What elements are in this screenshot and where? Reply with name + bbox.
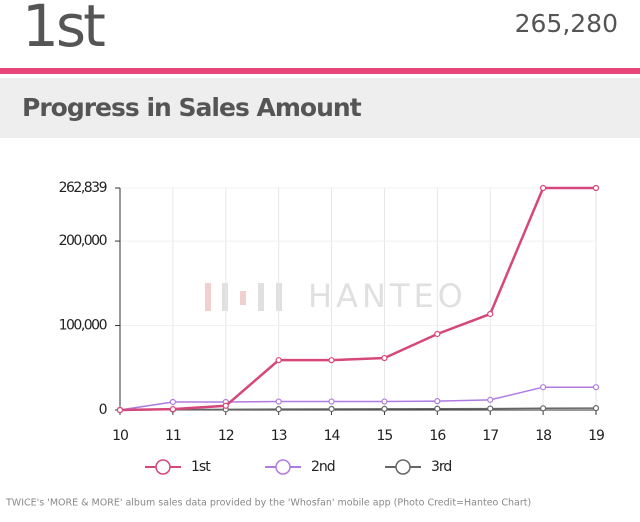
data-point bbox=[592, 184, 600, 192]
data-point bbox=[222, 402, 229, 409]
watermark: HANTEO bbox=[205, 277, 463, 315]
caption: TWICE's 'MORE & MORE' album sales data p… bbox=[5, 498, 531, 509]
data-point bbox=[381, 354, 388, 362]
data-point bbox=[540, 184, 547, 192]
x-tick-label: 12 bbox=[218, 428, 234, 444]
data-point bbox=[381, 405, 388, 413]
y-tick-label: 100,000 bbox=[59, 318, 107, 334]
data-point bbox=[116, 406, 124, 414]
x-tick-label: 17 bbox=[482, 428, 498, 444]
data-point bbox=[592, 405, 600, 412]
data-point bbox=[169, 398, 176, 406]
data-point bbox=[328, 398, 335, 405]
y-tick-label: 0 bbox=[99, 402, 107, 418]
x-tick-label: 15 bbox=[377, 428, 393, 444]
legend-marker bbox=[395, 459, 411, 475]
data-point bbox=[540, 405, 547, 412]
data-point bbox=[275, 398, 282, 405]
data-point bbox=[487, 310, 494, 318]
series-line bbox=[119, 407, 597, 411]
watermark-icon bbox=[240, 291, 246, 305]
header-bg bbox=[0, 0, 640, 68]
legend-label: 2nd bbox=[311, 459, 335, 475]
watermark-icon bbox=[222, 283, 228, 311]
rank: 1st bbox=[22, 0, 105, 60]
data-point bbox=[487, 396, 494, 403]
section-title: Progress in Sales Amount bbox=[22, 93, 362, 122]
x-tick-label: 10 bbox=[112, 428, 128, 444]
legend-label: 1st bbox=[191, 459, 211, 475]
x-tick-label: 13 bbox=[271, 428, 287, 444]
data-point bbox=[434, 398, 441, 405]
legend-marker bbox=[275, 459, 291, 475]
accent-bar bbox=[0, 68, 640, 74]
series-line bbox=[119, 186, 596, 412]
data-point bbox=[328, 357, 335, 364]
x-tick-label: 16 bbox=[429, 428, 446, 444]
watermark-icon bbox=[205, 283, 211, 311]
data-point bbox=[487, 405, 494, 412]
legend-marker bbox=[155, 459, 171, 475]
data-point bbox=[381, 398, 388, 405]
legend-label: 3rd bbox=[431, 459, 451, 475]
series-line bbox=[119, 386, 596, 411]
x-tick-label: 11 bbox=[165, 428, 181, 444]
data-point bbox=[169, 406, 176, 413]
data-point bbox=[434, 330, 441, 338]
data-point bbox=[328, 405, 335, 413]
x-tick-label: 19 bbox=[588, 428, 604, 444]
data-point bbox=[592, 384, 600, 391]
data-point bbox=[434, 405, 441, 412]
y-tick-label: 200,000 bbox=[59, 233, 107, 249]
section-bg bbox=[0, 78, 640, 138]
data-point bbox=[540, 384, 547, 391]
watermark-icon bbox=[258, 283, 264, 311]
data-point bbox=[275, 406, 282, 413]
y-tick-label: 262,839 bbox=[59, 180, 107, 196]
x-tick-label: 18 bbox=[535, 428, 551, 444]
x-tick-label: 14 bbox=[324, 428, 341, 444]
data-point bbox=[275, 357, 282, 364]
total: 265,280 bbox=[515, 9, 618, 38]
